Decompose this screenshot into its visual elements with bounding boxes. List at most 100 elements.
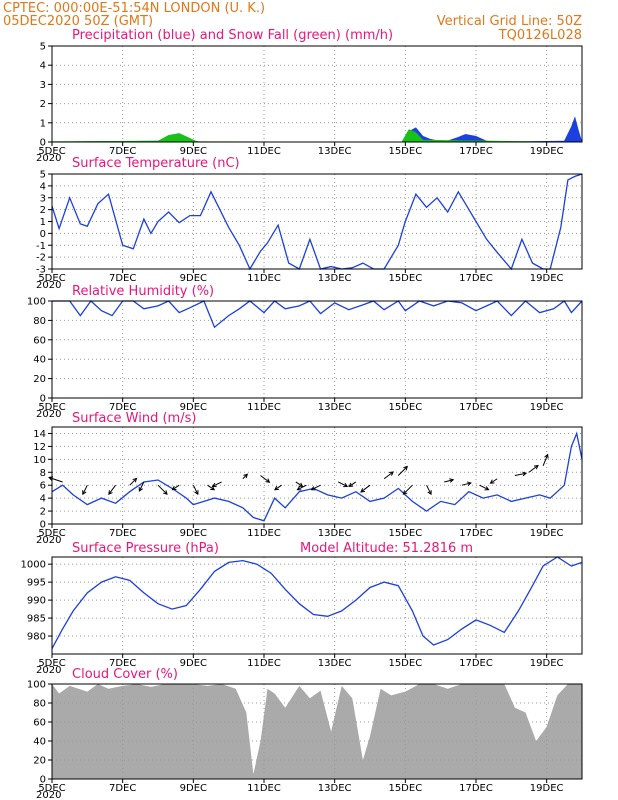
- x-tick-label: 19DEC: [530, 528, 564, 539]
- x-tick-label: 9DEC: [180, 528, 207, 539]
- y-tick-label: 1: [40, 118, 46, 129]
- wind-vectors: [48, 453, 549, 496]
- wind-title: Surface Wind (m/s): [72, 411, 196, 426]
- wind-x-ticks: 5DEC 7DEC 9DEC 11DEC 13DEC 15DEC 17DEC 19DEC 202…: [36, 524, 564, 546]
- y-tick-label: 1000: [21, 560, 46, 571]
- x-tick-label: 11DEC: [247, 658, 281, 669]
- x-tick-label: 7DEC: [109, 402, 136, 413]
- y-tick-label: 985: [27, 614, 46, 625]
- y-tick-label: 10: [33, 455, 46, 466]
- x-tick-label: 13DEC: [318, 658, 352, 669]
- rh-panel: Relative Humidity (%) 0 20 40 60 80 100 5DEC 7…: [27, 284, 583, 420]
- y-tick-label: -2: [36, 253, 46, 264]
- wind-arrow: [207, 484, 216, 491]
- x-tick-label: 9DEC: [180, 658, 207, 669]
- pressure-marks: [51, 556, 583, 649]
- y-tick-label: 12: [33, 442, 46, 453]
- x-tick-label: 9DEC: [180, 146, 207, 157]
- x-tick-label: 7DEC: [109, 146, 136, 157]
- wind-marks: [51, 431, 583, 522]
- precip-x-ticks: 5DEC 7DEC 9DEC 11DEC 13DEC 15DEC 17DEC 19DEC 202…: [36, 142, 564, 164]
- wind-arrow: [296, 484, 307, 491]
- cloud-grid: [52, 684, 582, 779]
- y-tick-label: 4: [40, 181, 46, 192]
- cloud-title: Cloud Cover (%): [72, 667, 178, 682]
- wind-arrow: [274, 484, 282, 491]
- x-year-stub: 2020: [36, 153, 61, 164]
- wind-arrow: [514, 471, 528, 477]
- wind-arrow: [397, 465, 409, 476]
- wind-arrow: [337, 481, 349, 488]
- x-tick-label: 5DEC: [38, 528, 65, 539]
- precipitation-area: [51, 116, 583, 143]
- temp-series-line: [51, 173, 583, 271]
- pressure-grid: [52, 557, 582, 654]
- wind-arrow: [542, 453, 549, 466]
- pressure-series-line: [51, 556, 583, 649]
- wind-arrow: [402, 484, 413, 495]
- x-tick-label: 7DEC: [109, 783, 136, 794]
- wind-arrow: [295, 481, 304, 488]
- x-tick-label: 7DEC: [109, 273, 136, 284]
- y-tick-label: 0: [40, 520, 46, 531]
- y-tick-label: -3: [36, 265, 46, 276]
- pressure-subtitle: Model Altitude: 51.2816 m: [300, 541, 473, 556]
- x-tick-label: 15DEC: [388, 402, 422, 413]
- precip-grid: [52, 46, 582, 142]
- rh-frame: [51, 300, 583, 399]
- y-tick-label: 4: [40, 494, 46, 505]
- wind-frame: [51, 426, 583, 525]
- cloud-area: [52, 684, 582, 779]
- x-year-stub: 2020: [36, 665, 61, 676]
- x-tick-label: 13DEC: [318, 273, 352, 284]
- precip-marks: [51, 116, 583, 143]
- cloud-y-ticks: 0 20 40 60 80 100: [27, 680, 52, 786]
- y-tick-label: 2: [40, 507, 46, 518]
- rh-grid: [52, 301, 582, 398]
- cloud-x-ticks: 5DEC 7DEC 9DEC 11DEC 13DEC 15DEC 17DEC 19DEC 202…: [36, 779, 564, 800]
- temp-marks: [51, 173, 583, 271]
- precip-title: Precipitation (blue) and Snow Fall (gree…: [72, 28, 393, 43]
- x-tick-label: 5DEC: [38, 273, 65, 284]
- y-tick-label: 5: [40, 170, 46, 181]
- x-tick-label: 19DEC: [530, 783, 564, 794]
- y-tick-label: 3: [40, 80, 46, 91]
- x-tick-label: 11DEC: [247, 273, 281, 284]
- x-tick-label: 5DEC: [38, 402, 65, 413]
- header-run-time: 05DEC2020 50Z (GMT): [3, 14, 153, 29]
- wind-arrow: [348, 481, 357, 488]
- cloud-panel: Cloud Cover (%) 0 20 40 60 80 100 5DEC 7DEC 9DE…: [27, 667, 583, 800]
- rh-title: Relative Humidity (%): [72, 284, 214, 299]
- y-tick-label: 20: [33, 374, 46, 385]
- precip-y-ticks: 0 1 2 3 4 5: [40, 42, 52, 149]
- x-tick-label: 5DEC: [38, 783, 65, 794]
- x-tick-label: 9DEC: [180, 402, 207, 413]
- rh-y-ticks: 0 20 40 60 80 100: [27, 297, 52, 405]
- pressure-title: Surface Pressure (hPa): [72, 541, 219, 556]
- y-tick-label: 8: [40, 468, 46, 479]
- x-tick-label: 17DEC: [459, 402, 493, 413]
- precip-panel: Precipitation (blue) and Snow Fall (gree…: [36, 28, 583, 164]
- header-station: CPTEC: 000:00E-51:54N LONDON (U. K.): [3, 1, 265, 16]
- x-tick-label: 5DEC: [38, 146, 65, 157]
- x-tick-label: 11DEC: [247, 783, 281, 794]
- x-tick-label: 9DEC: [180, 783, 207, 794]
- x-tick-label: 13DEC: [318, 783, 352, 794]
- y-tick-label: 5: [40, 42, 46, 53]
- x-tick-label: 7DEC: [109, 658, 136, 669]
- wind-arrow: [192, 484, 199, 496]
- y-tick-label: 4: [40, 61, 46, 72]
- wind-arrow: [157, 484, 168, 495]
- y-tick-label: 0: [40, 229, 46, 240]
- x-year-stub: 2020: [36, 790, 61, 800]
- x-tick-label: 19DEC: [530, 402, 564, 413]
- pressure-frame: [51, 556, 583, 655]
- y-tick-label: 60: [33, 718, 46, 729]
- pressure-y-ticks: 980 985 990 995 1000: [21, 560, 52, 643]
- x-tick-label: 15DEC: [388, 273, 422, 284]
- x-year-stub: 2020: [36, 280, 61, 291]
- x-tick-label: 13DEC: [318, 402, 352, 413]
- y-tick-label: 990: [27, 596, 46, 607]
- y-tick-label: 995: [27, 578, 46, 589]
